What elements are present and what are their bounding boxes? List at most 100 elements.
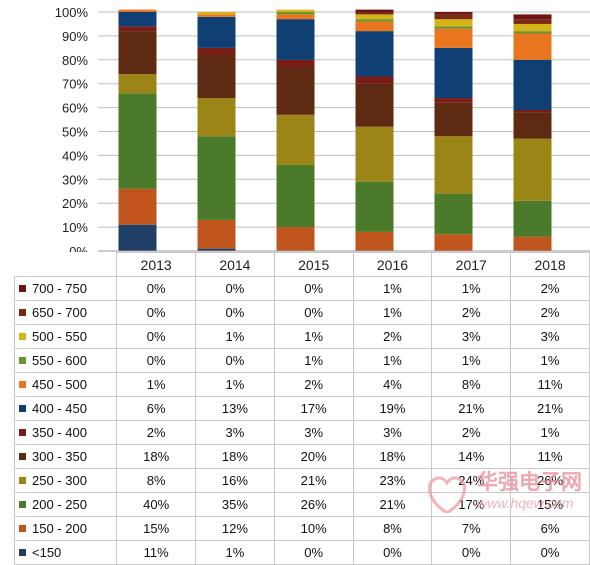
bar-segment [513,109,552,113]
data-label: 1% [510,420,590,445]
y-tick-label: 70% [62,77,88,92]
data-label: 1% [195,372,275,397]
data-label: 26% [273,492,354,517]
bar-segment [355,12,394,15]
data-label: 18% [195,444,275,469]
data-label: 12% [195,516,275,541]
bar-segment [434,136,473,194]
table-row: 200 - 250 40% 35% 26% 21% 17% 15% [13,492,590,517]
bar-segment [434,26,473,29]
legend-entry: 650 - 700 [13,300,118,325]
data-label: 1% [352,276,433,301]
bar-segment [355,31,394,77]
data-label: 17% [273,396,354,421]
gridlines [98,11,590,252]
bar-segment [197,14,236,17]
data-label: 11% [510,372,590,397]
data-label: 8% [431,372,512,397]
data-label: 15% [510,492,590,517]
bar-segment [513,23,552,32]
table-row: 150 - 200 15% 12% 10% 8% 7% 6% [13,516,590,541]
data-label: 3% [431,324,512,349]
table-row: <150 11% 1% 0% 0% 0% 0% [13,540,590,565]
data-label: 1% [116,372,197,397]
bar-segment [118,9,157,12]
data-label: 1% [352,300,433,325]
bar-segment [513,200,552,237]
bar-segment [355,83,394,127]
watermark-text: 华强电子网 [477,470,582,494]
x-tick-label: 2016 [352,252,433,277]
legend-label: <150 [32,544,62,560]
data-label: 0% [273,276,354,301]
x-tick-label: 2013 [116,252,197,277]
legend-entry: <150 [13,540,118,565]
table-row: 500 - 550 0% 1% 1% 2% 3% 3% [13,324,590,349]
data-label: 1% [431,276,512,301]
y-tick-label: 80% [62,53,88,68]
bar-segment [118,26,157,32]
bar-segment [513,138,552,201]
bar-segment [197,98,236,137]
data-label: 10% [273,516,354,541]
bar-segment [276,164,315,228]
y-tick-label: 40% [62,148,88,163]
legend-swatch [19,548,26,556]
data-table: 2013 2014 2015 2016 2017 2018 700 - 750 0% 0% 0% 1… [13,252,590,565]
data-label: 21% [273,468,354,493]
data-label: 0% [116,276,197,301]
data-label: 1% [195,324,275,349]
table-row: 350 - 400 2% 3% 3% 3% 2% 1% [13,420,590,445]
y-tick-label: 30% [62,172,88,187]
legend-swatch [19,308,26,316]
data-label: 2% [510,300,590,325]
y-axis-ticks: 0% 10% 20% 30% 40% 50% 60% 70% 80% 90% 100% [55,5,89,252]
data-label: 2% [273,372,354,397]
legend-swatch [19,356,26,364]
data-label: 8% [116,468,197,493]
bar-segment [434,47,473,99]
y-tick-label: 20% [62,196,88,211]
bar-segment [355,76,394,84]
y-tick-label: 90% [62,29,88,44]
x-tick-label: 2018 [510,252,590,277]
data-label: 2% [431,420,512,445]
data-label: 0% [431,540,512,565]
data-label: 0% [273,300,354,325]
legend-swatch [19,404,26,412]
bar-segment [197,219,236,249]
data-label: 21% [431,396,512,421]
legend-label: 500 - 550 [32,328,87,344]
data-label: 1% [510,348,590,373]
data-label: 0% [116,300,197,325]
data-label: 23% [352,468,433,493]
data-label: 8% [352,516,433,541]
data-label: 3% [195,420,275,445]
table-row: 550 - 600 0% 0% 1% 1% 1% 1% [13,348,590,373]
data-label: 0% [273,540,354,565]
watermark-logo: 华强电子网 www.hqew.com [428,470,582,513]
bar-segment [118,74,157,94]
bar-segment [197,12,236,15]
legend-swatch [19,524,26,532]
legend-label: 350 - 400 [32,424,87,440]
data-label: 2% [352,324,433,349]
data-label: 14% [431,444,512,469]
legend-entry: 350 - 400 [13,420,118,445]
legend-entry: 250 - 300 [13,468,118,493]
legend-entry: 300 - 350 [13,444,118,469]
bar-segment [434,98,473,103]
bar-segment [355,181,394,232]
bar-segment [434,12,473,15]
y-tick-label: 100% [55,5,89,20]
data-label: 1% [431,348,512,373]
data-label: 3% [352,420,433,445]
data-label: 6% [116,396,197,421]
bar-segment [197,248,236,251]
y-tick-label: 0% [69,244,88,252]
table-row: 250 - 300 8% 16% 21% 23% 24% 26% [13,468,590,493]
data-label: 0% [352,540,433,565]
bar-segment [513,31,552,34]
bars [118,9,552,251]
bar-segment [355,231,394,251]
